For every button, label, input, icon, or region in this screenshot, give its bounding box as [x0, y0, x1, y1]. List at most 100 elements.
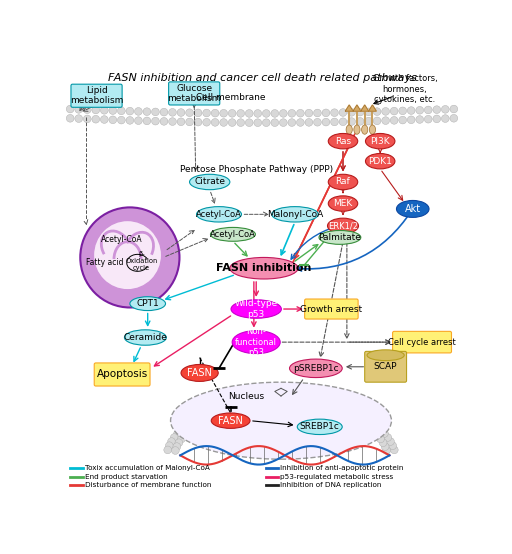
Circle shape: [143, 117, 151, 125]
Text: p53-regulated metabolic stress: p53-regulated metabolic stress: [280, 474, 394, 480]
Circle shape: [304, 402, 312, 409]
Circle shape: [366, 424, 374, 432]
Circle shape: [408, 107, 415, 115]
Text: Non-
functional
p53: Non- functional p53: [235, 327, 277, 357]
Circle shape: [374, 432, 381, 439]
Circle shape: [433, 106, 441, 114]
Circle shape: [450, 105, 458, 113]
Circle shape: [67, 115, 74, 122]
Circle shape: [305, 109, 313, 117]
Circle shape: [424, 106, 432, 114]
Circle shape: [178, 435, 185, 443]
Circle shape: [225, 403, 233, 410]
Text: Glucose
metabolism: Glucose metabolism: [167, 84, 221, 103]
Circle shape: [387, 438, 394, 445]
Circle shape: [399, 116, 407, 124]
Circle shape: [377, 435, 385, 443]
Circle shape: [245, 110, 253, 117]
Text: SCAP: SCAP: [374, 362, 397, 371]
Circle shape: [424, 115, 432, 123]
Ellipse shape: [197, 207, 242, 222]
Circle shape: [351, 416, 358, 423]
Circle shape: [177, 118, 185, 126]
Circle shape: [329, 403, 337, 410]
Circle shape: [182, 422, 190, 430]
Circle shape: [356, 412, 364, 420]
Circle shape: [165, 442, 173, 449]
Ellipse shape: [328, 196, 358, 211]
Text: Malonyl-CoA: Malonyl-CoA: [267, 210, 323, 219]
Circle shape: [281, 400, 289, 408]
Text: FASN: FASN: [218, 416, 243, 425]
Circle shape: [379, 439, 387, 447]
Circle shape: [237, 110, 245, 117]
Circle shape: [83, 106, 91, 114]
Circle shape: [345, 413, 353, 420]
Text: Apoptosis: Apoptosis: [96, 370, 148, 379]
Circle shape: [117, 107, 125, 115]
Circle shape: [254, 110, 262, 117]
Circle shape: [296, 401, 304, 409]
Circle shape: [216, 411, 223, 418]
Circle shape: [326, 406, 333, 414]
Circle shape: [211, 109, 219, 117]
Circle shape: [322, 401, 329, 408]
Circle shape: [135, 117, 142, 125]
Circle shape: [311, 403, 319, 411]
Ellipse shape: [170, 382, 392, 459]
Circle shape: [250, 402, 258, 409]
Circle shape: [372, 422, 380, 430]
Circle shape: [218, 404, 226, 412]
Circle shape: [203, 416, 211, 423]
Text: PI3K: PI3K: [370, 137, 390, 146]
Text: pSREBP1c: pSREBP1c: [293, 364, 338, 373]
Circle shape: [318, 404, 326, 412]
Text: Growth arrest: Growth arrest: [301, 305, 362, 314]
Circle shape: [298, 397, 306, 405]
Circle shape: [265, 397, 272, 404]
Circle shape: [236, 404, 243, 412]
Text: Acetyl-CoA: Acetyl-CoA: [101, 235, 143, 244]
Circle shape: [271, 110, 279, 117]
Circle shape: [92, 106, 100, 114]
Ellipse shape: [354, 125, 360, 134]
FancyBboxPatch shape: [168, 82, 220, 105]
Circle shape: [339, 118, 347, 126]
Ellipse shape: [346, 125, 352, 134]
Circle shape: [211, 119, 219, 126]
Circle shape: [339, 411, 347, 418]
Text: Palmitate: Palmitate: [318, 233, 361, 242]
Circle shape: [280, 110, 287, 117]
Ellipse shape: [328, 218, 358, 234]
Circle shape: [186, 118, 194, 126]
Circle shape: [350, 409, 358, 417]
Circle shape: [390, 107, 398, 115]
Circle shape: [450, 115, 458, 122]
Circle shape: [240, 399, 248, 407]
Circle shape: [361, 421, 369, 429]
Circle shape: [135, 107, 142, 115]
Text: Disturbance of membrane function: Disturbance of membrane function: [85, 483, 211, 489]
FancyBboxPatch shape: [365, 351, 407, 382]
Polygon shape: [369, 105, 376, 111]
Circle shape: [173, 443, 181, 450]
Circle shape: [126, 116, 134, 124]
Circle shape: [75, 105, 82, 113]
Circle shape: [262, 119, 270, 126]
Circle shape: [266, 401, 273, 408]
Circle shape: [109, 107, 117, 115]
Ellipse shape: [367, 350, 404, 361]
Circle shape: [100, 116, 108, 124]
Circle shape: [209, 413, 217, 420]
Circle shape: [377, 426, 385, 434]
Circle shape: [416, 116, 423, 124]
Text: Pentose Phosphate Pathway (PPP): Pentose Phosphate Pathway (PPP): [180, 165, 333, 174]
Text: Toxix accumulation of Malonyl-CoA: Toxix accumulation of Malonyl-CoA: [85, 465, 210, 471]
Circle shape: [362, 416, 370, 423]
Circle shape: [164, 446, 172, 454]
Ellipse shape: [130, 297, 165, 311]
Circle shape: [313, 109, 322, 117]
Text: CPT1: CPT1: [136, 299, 159, 308]
Text: Inhibition of anti-apoptotic protein: Inhibition of anti-apoptotic protein: [280, 465, 403, 471]
Text: Lipid
metabolism: Lipid metabolism: [70, 86, 123, 105]
